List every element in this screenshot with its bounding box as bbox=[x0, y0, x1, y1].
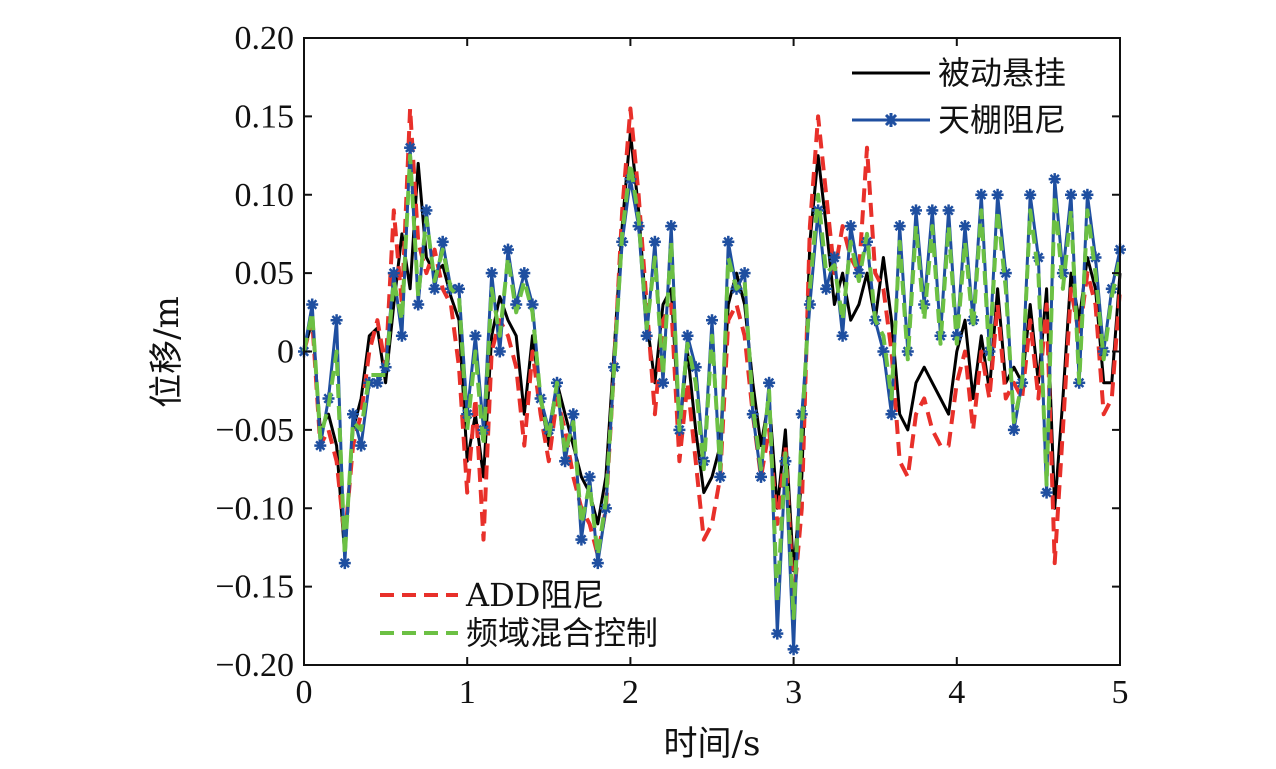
legend-label-hybrid: 频域混合控制 bbox=[466, 614, 658, 652]
data-point-skyhook bbox=[885, 408, 898, 421]
y-tick-label: −0.15 bbox=[215, 569, 294, 606]
data-point-skyhook bbox=[314, 439, 327, 452]
data-point-skyhook bbox=[526, 298, 539, 311]
data-point-skyhook bbox=[828, 251, 841, 264]
data-point-skyhook bbox=[387, 267, 400, 280]
data-point-skyhook bbox=[1081, 188, 1094, 201]
data-point-skyhook bbox=[640, 329, 653, 342]
y-tick-label: −0.20 bbox=[215, 647, 294, 684]
x-tick-label: 0 bbox=[296, 674, 313, 711]
data-point-skyhook bbox=[518, 267, 531, 280]
data-point-skyhook bbox=[436, 235, 449, 248]
legend-label-add: ADD阻尼 bbox=[465, 576, 604, 614]
data-point-skyhook bbox=[338, 557, 351, 570]
data-point-skyhook bbox=[469, 329, 482, 342]
data-point-skyhook bbox=[681, 329, 694, 342]
x-tick-label: 5 bbox=[1112, 674, 1129, 711]
data-point-skyhook bbox=[1007, 423, 1020, 436]
data-point-skyhook bbox=[844, 220, 857, 233]
data-point-skyhook bbox=[404, 141, 417, 154]
series-line-add bbox=[302, 106, 1122, 605]
data-point-skyhook bbox=[330, 314, 343, 327]
data-point-skyhook bbox=[1048, 173, 1061, 186]
legend-label-skyhook: 天棚阻尼 bbox=[938, 101, 1066, 139]
data-point-skyhook bbox=[1040, 486, 1053, 499]
data-point-skyhook bbox=[420, 204, 433, 217]
data-point-skyhook bbox=[755, 470, 767, 483]
data-point-skyhook bbox=[1065, 188, 1077, 201]
y-tick-label: 0 bbox=[277, 334, 294, 371]
y-tick-label: −0.05 bbox=[215, 412, 294, 449]
data-point-skyhook bbox=[771, 627, 784, 640]
data-point-skyhook bbox=[583, 470, 596, 483]
data-point-skyhook bbox=[959, 220, 971, 233]
data-point-skyhook bbox=[453, 282, 465, 295]
data-point-skyhook bbox=[575, 533, 588, 546]
x-tick-label: 3 bbox=[785, 674, 802, 711]
data-point-skyhook bbox=[820, 282, 833, 295]
data-point-skyhook bbox=[657, 376, 669, 389]
data-point-skyhook bbox=[347, 408, 359, 421]
y-tick-label: 0.15 bbox=[235, 98, 295, 135]
ticks-layer: 0 1 2 3 4 5 0.20 0.15 0.10 0.05 0 −0.05 −0.10 −0.15 −0… bbox=[215, 20, 1128, 711]
data-point-skyhook bbox=[559, 455, 572, 468]
data-point-skyhook bbox=[722, 235, 735, 248]
data-point-skyhook bbox=[371, 376, 384, 389]
data-point-skyhook bbox=[428, 282, 441, 295]
data-point-skyhook bbox=[975, 188, 988, 201]
data-point-skyhook bbox=[910, 204, 922, 217]
y-axis-label: 位移/m bbox=[147, 296, 187, 408]
series-layer bbox=[298, 106, 1126, 656]
x-axis-label: 时间/s bbox=[664, 724, 761, 764]
data-point-skyhook bbox=[665, 220, 678, 233]
data-point-skyhook bbox=[763, 376, 776, 389]
data-point-skyhook bbox=[893, 220, 906, 233]
data-point-skyhook bbox=[355, 439, 368, 452]
data-point-skyhook bbox=[714, 470, 727, 483]
data-point-skyhook bbox=[1024, 188, 1037, 201]
y-tick-label: −0.10 bbox=[215, 490, 294, 527]
data-point-skyhook bbox=[926, 204, 939, 217]
y-tick-label: 0.10 bbox=[235, 177, 295, 214]
data-point-skyhook bbox=[502, 243, 514, 256]
data-point-skyhook bbox=[412, 298, 425, 311]
legend-upper: 被动悬挂 天棚阻尼 bbox=[852, 54, 1066, 139]
y-tick-label: 0.20 bbox=[235, 20, 295, 57]
data-point-skyhook bbox=[485, 267, 498, 280]
legend-label-passive: 被动悬挂 bbox=[938, 54, 1066, 92]
x-tick-label: 2 bbox=[622, 674, 639, 711]
data-point-skyhook bbox=[706, 314, 718, 327]
x-tick-label: 4 bbox=[948, 674, 965, 711]
series-line-hybrid bbox=[302, 153, 1122, 620]
data-point-skyhook bbox=[648, 235, 661, 248]
legend-marker-skyhook bbox=[884, 113, 898, 127]
data-point-skyhook bbox=[306, 298, 319, 311]
data-point-skyhook bbox=[493, 345, 506, 358]
legend-lower: ADD阻尼 频域混合控制 bbox=[380, 576, 658, 652]
data-point-skyhook bbox=[395, 329, 408, 342]
data-point-skyhook bbox=[567, 408, 580, 421]
data-point-skyhook bbox=[787, 643, 800, 656]
data-point-skyhook bbox=[836, 329, 849, 342]
data-point-skyhook bbox=[999, 267, 1012, 280]
x-tick-label: 1 bbox=[459, 674, 476, 711]
data-point-skyhook bbox=[991, 188, 1004, 201]
data-point-skyhook bbox=[591, 557, 604, 570]
data-point-skyhook bbox=[942, 204, 955, 217]
data-point-skyhook bbox=[738, 267, 751, 280]
y-tick-label: 0.05 bbox=[235, 255, 295, 292]
